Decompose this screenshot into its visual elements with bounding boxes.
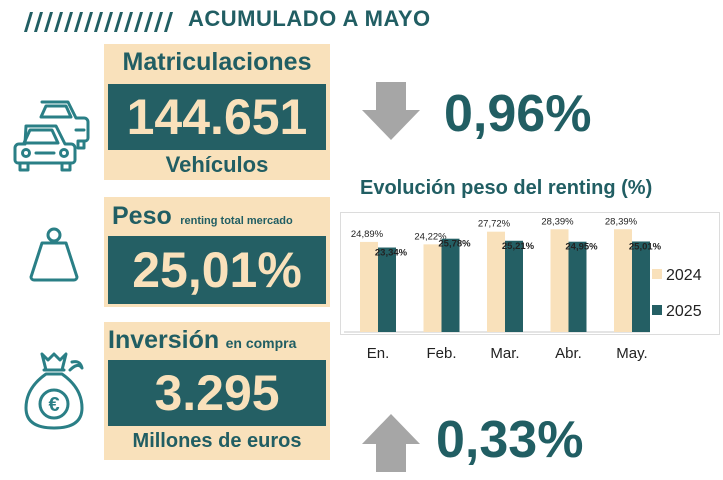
- inversion-label-row: Inversión en compra: [108, 326, 296, 355]
- bar-2024-2: [487, 231, 505, 332]
- bar-2024-0: [360, 241, 378, 332]
- x-tick-label-4: May.: [616, 345, 647, 362]
- peso-value-box: [108, 236, 326, 304]
- data-label-2025-4: 25,01%: [629, 241, 662, 252]
- bar-2025-3: [568, 241, 587, 332]
- legend-label-2025: 2025: [666, 303, 702, 320]
- header-stripes: [24, 12, 173, 32]
- inversion-unit: Millones de euros: [132, 430, 302, 452]
- data-label-2025-1: 25,78%: [438, 239, 471, 250]
- data-label-2025-0: 23,34%: [375, 248, 408, 259]
- data-label-2024-0: 24,89%: [351, 229, 384, 240]
- matriculaciones-change: 0,96%: [444, 85, 592, 143]
- money-bag-euro-icon: €: [24, 352, 84, 430]
- inversion-sublabel: en compra: [225, 335, 297, 351]
- bar-2024-3: [550, 229, 569, 332]
- legend-label-2024: 2024: [666, 267, 702, 284]
- data-label-2025-3: 24,95%: [565, 242, 598, 253]
- x-tick-label-3: Abr.: [555, 345, 582, 362]
- peso-sublabel: renting total mercado: [180, 215, 293, 227]
- matriculaciones-unit: Vehículos: [165, 152, 269, 177]
- peso-value: 25,01%: [132, 242, 302, 298]
- x-tick-label-1: Feb.: [426, 345, 456, 362]
- bar-2025-2: [505, 240, 523, 332]
- peso-label-row: Peso renting total mercado: [112, 202, 293, 231]
- arrow-down-icon: [362, 82, 420, 140]
- bar-2025-0: [378, 247, 396, 332]
- bar-2025-1: [441, 238, 460, 332]
- legend-swatch-2025: [652, 305, 662, 315]
- data-label-2024-2: 27,72%: [478, 219, 511, 230]
- weight-icon: [29, 227, 79, 282]
- bar-2024-1: [423, 244, 442, 332]
- cars-icon: [13, 100, 90, 172]
- x-tick-label-2: Mar.: [490, 345, 519, 362]
- chart-title: Evolución peso del renting (%): [360, 177, 653, 199]
- bar-2024-4: [614, 229, 632, 332]
- data-label-2025-2: 25,21%: [502, 241, 535, 252]
- inversion-change: 0,33%: [436, 411, 584, 469]
- legend-swatch-2024: [652, 269, 662, 279]
- data-label-2024-3: 28,39%: [541, 216, 574, 227]
- renting-weight-chart: 24,89% 23,34% En. 24,22%25,78% Feb. 27,72% 25,…: [344, 216, 702, 362]
- matriculaciones-value: 144.651: [126, 89, 308, 145]
- inversion-label: Inversión: [108, 326, 220, 354]
- page-title: ACUMULADO A MAYO: [188, 6, 431, 31]
- svg-text:€: €: [48, 394, 59, 416]
- inversion-value-box: [108, 360, 326, 426]
- inversion-value: 3.295: [154, 365, 280, 421]
- peso-label: Peso: [112, 202, 172, 230]
- matriculaciones-label: Matriculaciones: [122, 48, 312, 76]
- data-label-2024-4: 28,39%: [605, 216, 638, 227]
- data-label-2024-1: 24,22%: [414, 231, 447, 242]
- matriculaciones-value-box: [108, 84, 326, 150]
- x-tick-label-0: En.: [367, 345, 390, 362]
- arrow-up-icon: [362, 414, 420, 472]
- bar-2025-4: [632, 241, 650, 332]
